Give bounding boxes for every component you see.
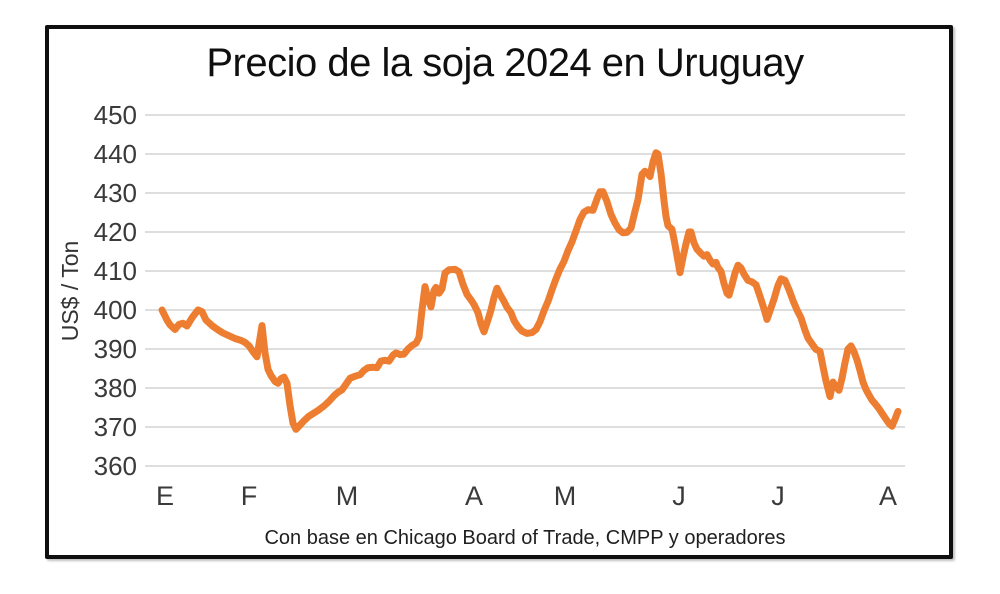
y-tick-label-370: 370	[93, 412, 137, 442]
source-footnote: Con base en Chicago Board of Trade, CMPP…	[264, 527, 786, 549]
y-tick-label-360: 360	[93, 451, 137, 481]
x-tick-label-7-A: A	[878, 481, 897, 511]
y-tick-label-390: 390	[93, 334, 137, 364]
y-tick-label-380: 380	[93, 373, 137, 403]
x-tick-label-1-F: F	[240, 481, 258, 511]
x-tick-label-0-E: E	[155, 481, 174, 511]
y-tick-label-400: 400	[93, 295, 137, 325]
x-tick-label-3-A: A	[464, 481, 483, 511]
x-tick-label-4-M: M	[553, 481, 577, 511]
price-line-series	[158, 149, 902, 433]
y-tick-label-440: 440	[93, 139, 137, 169]
y-tick-label-410: 410	[93, 256, 137, 286]
y-tick-label-430: 430	[93, 178, 137, 208]
gridlines	[145, 114, 905, 467]
x-tick-label-5-J: J	[672, 481, 686, 511]
chart-title: Precio de la soja 2024 en Uruguay	[206, 41, 804, 85]
y-tick-label-420: 420	[93, 217, 137, 247]
x-tick-label-6-J: J	[771, 481, 785, 511]
y-tick-label-450: 450	[93, 100, 137, 130]
chart-frame: Precio de la soja 2024 en Uruguay US$ / …	[45, 25, 953, 559]
x-tick-label-2-M: M	[335, 481, 359, 511]
plot-area	[145, 114, 905, 467]
